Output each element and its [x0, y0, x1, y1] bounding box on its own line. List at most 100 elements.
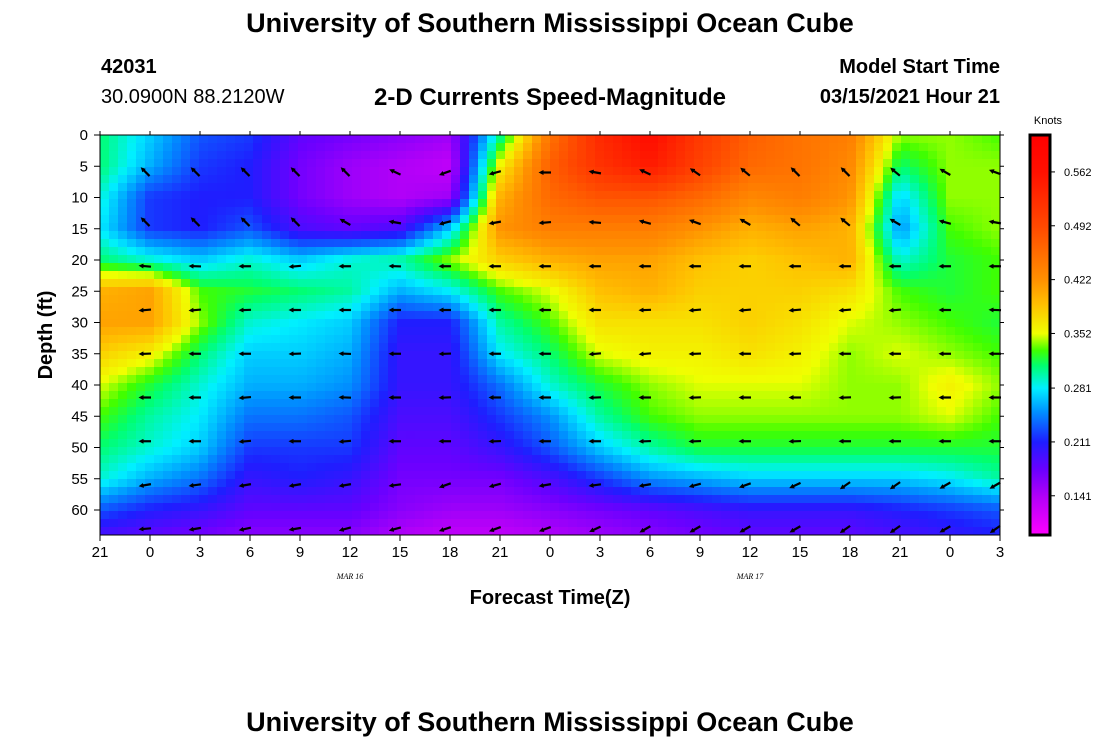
heatmap-cell [460, 255, 470, 264]
heatmap-cell [379, 407, 389, 416]
heatmap-cell [982, 471, 992, 480]
heatmap-cell [964, 471, 974, 480]
heatmap-cell [901, 447, 911, 456]
heatmap-cell [379, 319, 389, 328]
heatmap-cell [964, 183, 974, 192]
heatmap-cell [433, 431, 443, 440]
heatmap-cell [154, 263, 164, 272]
heatmap-cell [865, 351, 875, 360]
heatmap-cell [370, 343, 380, 352]
heatmap-cell [685, 335, 695, 344]
heatmap-cell [721, 231, 731, 240]
heatmap-cell [748, 215, 758, 224]
heatmap-cell [280, 199, 290, 208]
heatmap-cell [649, 207, 659, 216]
heatmap-cell [820, 383, 830, 392]
heatmap-cell [649, 199, 659, 208]
heatmap-cell [406, 407, 416, 416]
heatmap-cell [136, 431, 146, 440]
heatmap-cell [127, 463, 137, 472]
heatmap-cell [118, 423, 128, 432]
heatmap-cell [550, 383, 560, 392]
heatmap-cell [226, 479, 236, 488]
heatmap-cell [811, 231, 821, 240]
heatmap-cell [955, 431, 965, 440]
heatmap-cell [883, 439, 893, 448]
heatmap-cell [325, 471, 335, 480]
heatmap-cell [829, 519, 839, 528]
heatmap-cell [451, 319, 461, 328]
heatmap-cell [190, 383, 200, 392]
heatmap-cell [721, 343, 731, 352]
heatmap-cell [802, 183, 812, 192]
heatmap-cell [325, 319, 335, 328]
heatmap-cell [667, 143, 677, 152]
heatmap-cell [433, 327, 443, 336]
heatmap-cell [622, 495, 632, 504]
heatmap-cell [316, 351, 326, 360]
heatmap-cell [496, 319, 506, 328]
heatmap-cell [343, 215, 353, 224]
heatmap-cell [730, 271, 740, 280]
heatmap-cell [298, 415, 308, 424]
heatmap-cell [361, 455, 371, 464]
heatmap-cell [631, 207, 641, 216]
heatmap-cell [622, 463, 632, 472]
heatmap-cell [262, 183, 272, 192]
heatmap-cell [433, 167, 443, 176]
heatmap-cell [262, 167, 272, 176]
heatmap-cell [775, 511, 785, 520]
heatmap-cell [901, 167, 911, 176]
heatmap-cell [379, 335, 389, 344]
heatmap-cell [559, 327, 569, 336]
heatmap-cell [424, 263, 434, 272]
heatmap-cell [883, 407, 893, 416]
heatmap-cell [883, 231, 893, 240]
heatmap-cell [100, 511, 110, 520]
heatmap-cell [550, 255, 560, 264]
heatmap-cell [541, 487, 551, 496]
heatmap-cell [442, 391, 452, 400]
heatmap-cell [181, 503, 191, 512]
heatmap-cell [325, 519, 335, 528]
heatmap-cell [388, 335, 398, 344]
heatmap-cell [658, 287, 668, 296]
heatmap-cell [199, 295, 209, 304]
heatmap-cell [649, 447, 659, 456]
heatmap-cell [811, 175, 821, 184]
heatmap-cell [487, 495, 497, 504]
heatmap-cell [379, 279, 389, 288]
heatmap-cell [217, 167, 227, 176]
heatmap-cell [523, 231, 533, 240]
heatmap-cell [343, 487, 353, 496]
heatmap-cell [982, 175, 992, 184]
heatmap-cell [145, 487, 155, 496]
heatmap-cell [289, 183, 299, 192]
heatmap-cell [298, 519, 308, 528]
heatmap-cell [730, 455, 740, 464]
heatmap-cell [361, 391, 371, 400]
heatmap-cell [451, 143, 461, 152]
heatmap-cell [577, 135, 587, 144]
heatmap-cell [100, 311, 110, 320]
heatmap-cell [982, 423, 992, 432]
heatmap-cell [793, 423, 803, 432]
heatmap-cell [307, 431, 317, 440]
heatmap-cell [847, 335, 857, 344]
heatmap-cell [496, 519, 506, 528]
heatmap-cell [658, 263, 668, 272]
heatmap-cell [676, 223, 686, 232]
heatmap-cell [334, 191, 344, 200]
heatmap-cell [901, 415, 911, 424]
heatmap-cell [118, 175, 128, 184]
heatmap-cell [919, 279, 929, 288]
heatmap-cell [190, 527, 200, 536]
heatmap-cell [487, 223, 497, 232]
heatmap-cell [136, 359, 146, 368]
heatmap-cell [289, 455, 299, 464]
heatmap-cell [883, 503, 893, 512]
heatmap-cell [451, 463, 461, 472]
heatmap-cell [253, 135, 263, 144]
heatmap-cell [433, 311, 443, 320]
heatmap-cell [559, 255, 569, 264]
